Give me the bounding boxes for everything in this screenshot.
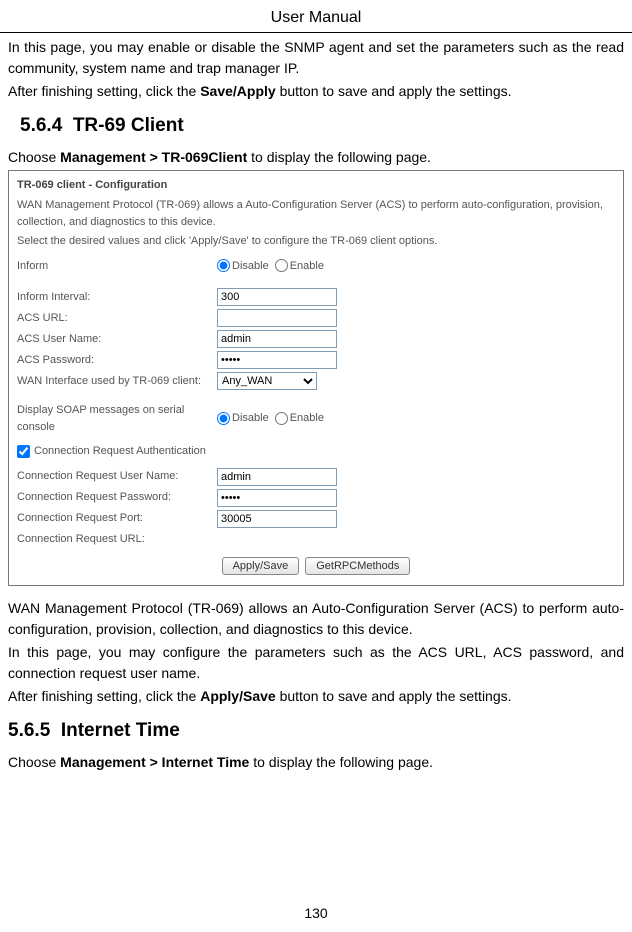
section-565-heading: 5.6.5 Internet Time (8, 717, 624, 746)
text-post: to display the following page. (247, 149, 431, 165)
acs-user-label: ACS User Name: (17, 331, 217, 348)
acs-user-input[interactable] (217, 330, 337, 348)
figure-title: TR-069 client - Configuration (17, 177, 615, 194)
page-content: In this page, you may enable or disable … (0, 33, 632, 773)
interval-label: Inform Interval: (17, 289, 217, 306)
cra-label: Connection Request Authentication (34, 443, 206, 460)
text-post: to display the following page. (249, 754, 433, 770)
page-number: 130 (0, 903, 632, 924)
tr069-desc-paragraph: WAN Management Protocol (TR-069) allows … (8, 598, 624, 640)
get-rpc-methods-button[interactable]: GetRPCMethods (305, 557, 410, 575)
interval-input[interactable] (217, 288, 337, 306)
disable-label: Disable (232, 410, 269, 427)
snmp-intro-paragraph: In this page, you may enable or disable … (8, 37, 624, 79)
cr-user-input[interactable] (217, 468, 337, 486)
section-number: 5.6.4 (20, 115, 62, 136)
inform-disable-radio[interactable] (217, 259, 230, 272)
section-564-heading: 5.6.4 TR-69 Client (20, 112, 624, 141)
save-apply-label: Save/Apply (200, 83, 275, 99)
figure-desc-2: Select the desired values and click 'App… (17, 233, 615, 250)
figure-desc-1: WAN Management Protocol (TR-069) allows … (17, 197, 615, 230)
soap-label: Display SOAP messages on serial console (17, 402, 217, 435)
inform-enable-radio[interactable] (275, 259, 288, 272)
wan-if-select[interactable]: Any_WAN (217, 372, 317, 390)
snmp-save-paragraph: After finishing setting, click the Save/… (8, 81, 624, 102)
section-number: 5.6.5 (8, 720, 50, 741)
acs-pwd-label: ACS Password: (17, 352, 217, 369)
inform-row: Inform Disable Enable (17, 258, 615, 275)
text-pre: Choose (8, 754, 60, 770)
internet-time-intro: Choose Management > Internet Time to dis… (8, 752, 624, 773)
cr-pwd-input[interactable] (217, 489, 337, 507)
acs-url-label: ACS URL: (17, 310, 217, 327)
cr-user-label: Connection Request User Name: (17, 468, 217, 485)
wan-if-label: WAN Interface used by TR-069 client: (17, 373, 217, 390)
text-pre: Choose (8, 149, 60, 165)
cr-port-label: Connection Request Port: (17, 510, 217, 527)
section-title: Internet Time (61, 720, 180, 741)
text-post: button to save and apply the settings. (276, 688, 512, 704)
tr069-save-paragraph: After finishing setting, click the Apply… (8, 686, 624, 707)
tr069-config-figure: TR-069 client - Configuration WAN Manage… (8, 170, 624, 587)
page-header: User Manual (0, 0, 632, 33)
soap-enable-radio[interactable] (275, 412, 288, 425)
section-title: TR-69 Client (73, 115, 184, 136)
disable-label: Disable (232, 258, 269, 275)
tr069-intro: Choose Management > TR-069Client to disp… (8, 147, 624, 168)
text-post: button to save and apply the settings. (276, 83, 512, 99)
acs-pwd-input[interactable] (217, 351, 337, 369)
cr-pwd-label: Connection Request Password: (17, 489, 217, 506)
apply-save-label: Apply/Save (200, 688, 275, 704)
text-pre: After finishing setting, click the (8, 83, 200, 99)
cr-port-input[interactable] (217, 510, 337, 528)
tr069-config-paragraph: In this page, you may configure the para… (8, 642, 624, 684)
apply-save-button[interactable]: Apply/Save (222, 557, 300, 575)
enable-label: Enable (290, 410, 324, 427)
cr-url-label: Connection Request URL: (17, 531, 217, 548)
soap-disable-radio[interactable] (217, 412, 230, 425)
cra-checkbox[interactable] (17, 445, 30, 458)
nav-path: Management > TR-069Client (60, 149, 247, 165)
text-pre: After finishing setting, click the (8, 688, 200, 704)
acs-url-input[interactable] (217, 309, 337, 327)
enable-label: Enable (290, 258, 324, 275)
inform-label: Inform (17, 258, 217, 275)
nav-path: Management > Internet Time (60, 754, 249, 770)
